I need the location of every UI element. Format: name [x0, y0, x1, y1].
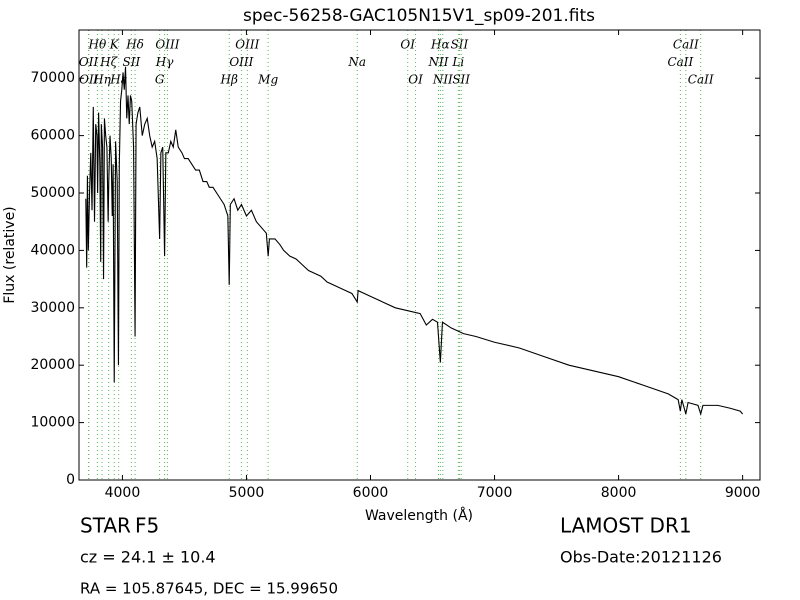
marker-label: G — [155, 73, 165, 87]
marker-label: OII — [79, 73, 99, 87]
marker-label: SII — [122, 55, 140, 69]
x-tick-label: 8000 — [601, 485, 637, 501]
release-label: LAMOST DR1 — [560, 514, 692, 538]
x-tick-label: 9000 — [725, 485, 761, 501]
y-tick-label: 10000 — [30, 415, 75, 431]
marker-label: NII — [427, 55, 448, 69]
position-label: RA = 105.87645, DEC = 15.99650 — [80, 580, 338, 598]
plot-frame — [78, 29, 761, 481]
x-axis-label: Wavelength (Å) — [365, 507, 473, 524]
marker-label: Hη — [92, 73, 111, 87]
marker-label: Hδ — [125, 38, 144, 52]
marker-label: OIII — [155, 38, 179, 52]
y-tick-label: 0 — [66, 472, 75, 488]
marker-label: SII — [451, 38, 469, 52]
x-tick-label: 7000 — [477, 485, 513, 501]
obs-date-label: Obs-Date:20121126 — [560, 548, 722, 567]
y-tick-label: 50000 — [30, 185, 75, 201]
marker-label: OI — [400, 38, 415, 52]
marker-label: K — [109, 38, 120, 52]
marker-label: Mg — [257, 73, 278, 87]
subclass-label: F5 — [135, 514, 159, 538]
marker-label: Hζ — [99, 55, 118, 69]
y-tick-label: 60000 — [30, 128, 75, 144]
marker-label: Hα — [430, 38, 450, 52]
marker-label: Hγ — [155, 55, 174, 69]
spectrum-line — [85, 66, 744, 416]
marker-label: NII — [432, 73, 453, 87]
class-label: STAR — [80, 514, 131, 538]
y-tick-label: 40000 — [30, 242, 75, 258]
chart-title: spec-56258-GAC105N15V1_sp09-201.fits — [243, 6, 595, 26]
y-tick-label: 20000 — [30, 357, 75, 373]
y-tick-label: 70000 — [30, 70, 75, 86]
y-tick-label: 30000 — [30, 300, 75, 316]
marker-label: OIII — [235, 38, 259, 52]
marker-label: CaII — [667, 55, 693, 69]
marker-label: CaII — [688, 73, 714, 87]
marker-label: Hβ — [220, 73, 238, 87]
marker-label: SII — [452, 73, 470, 87]
marker-label: OIII — [229, 55, 253, 69]
marker-label: OI — [408, 73, 423, 87]
marker-label: CaII — [673, 38, 699, 52]
marker-label: Hθ — [88, 38, 107, 52]
x-tick-label: 4000 — [105, 485, 141, 501]
marker-label: Li — [451, 55, 464, 69]
x-tick-label: 5000 — [229, 485, 265, 501]
x-tick-label: 6000 — [353, 485, 389, 501]
redshift-label: cz = 24.1 ± 10.4 — [80, 548, 216, 567]
y-axis-label: Flux (relative) — [2, 206, 18, 303]
marker-label: Na — [347, 55, 366, 69]
